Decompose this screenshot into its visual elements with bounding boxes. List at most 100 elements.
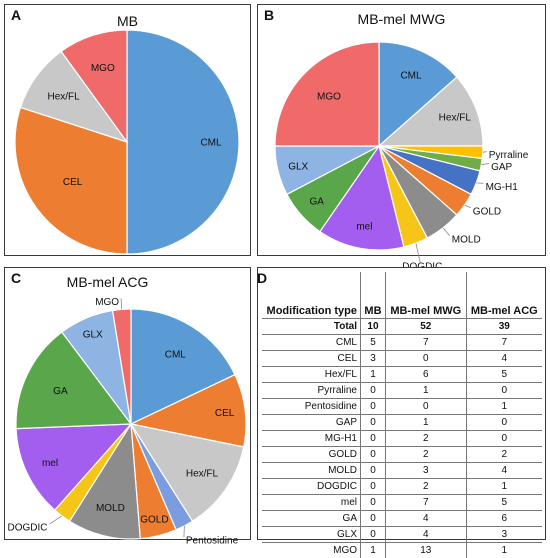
leader-line-mold: [442, 227, 451, 237]
table-cell-value: 4: [384, 509, 467, 526]
pie-label-hex-fl: Hex/FL: [186, 469, 219, 480]
panel-a: A MB CML CEL Hex/FL MGO: [4, 4, 251, 256]
table-row: Pyrraline 0 1 0: [262, 381, 542, 398]
table-cell-value: 0: [360, 445, 386, 462]
table-row: GLX 0 4 3: [262, 525, 542, 542]
table-cell-value: 7: [384, 493, 467, 510]
table-cell-value: 1: [465, 541, 542, 558]
pie-slice-mold: [68, 422, 141, 540]
pie-label-cml: CML: [200, 138, 222, 149]
table-cell-value: 0: [360, 461, 386, 478]
table-cell-value: 0: [360, 413, 386, 430]
modification-table: Modification type MB MB-mel MWG MB-mel A…: [262, 272, 542, 558]
panel-label-c: C: [11, 270, 22, 286]
table-cell-value: 39: [465, 317, 542, 334]
header-mb: MB: [360, 272, 386, 318]
leader-line-mgo: [120, 298, 123, 310]
table-cell-value: 1: [384, 381, 467, 398]
table-cell-type: MG-H1: [262, 429, 361, 446]
pie-label-hex-fl: Hex/FL: [439, 113, 472, 124]
table-cell-value: 52: [384, 317, 467, 334]
header-mb-mel-mwg: MB-mel MWG: [384, 272, 467, 318]
table-cell-value: 1: [360, 365, 386, 382]
table-row: DOGDIC 0 2 1: [262, 477, 542, 494]
pie-label-dogdic: DOGDIC: [8, 523, 48, 534]
table-cell-value: 1: [384, 413, 467, 430]
pie-label-glx: GLX: [288, 161, 308, 172]
pie-slice-cml: [378, 41, 458, 148]
table-row: MG-H1 0 2 0: [262, 429, 542, 446]
panel-label-b: B: [264, 7, 275, 23]
leader-line-dogdic: [415, 243, 421, 264]
table-cell-type: CEL: [262, 349, 361, 366]
table-cell-value: 5: [360, 333, 386, 350]
table-cell-value: 0: [360, 493, 386, 510]
pie-label-gap: GAP: [491, 162, 512, 173]
table-row: MOLD 0 3 4: [262, 461, 542, 478]
table-cell-value: 0: [465, 429, 542, 446]
table-row: GA 0 4 6: [262, 509, 542, 526]
table-cell-value: 0: [360, 381, 386, 398]
pie-label-pentosidine: Pentosidine: [186, 536, 239, 547]
header-mb-mel-acg: MB-mel ACG: [465, 272, 542, 318]
leader-line-pyrraline: [482, 151, 487, 153]
pie-slice-cml: [130, 308, 236, 425]
table-cell-value: 6: [384, 365, 467, 382]
table-cell-type: MGO: [262, 541, 361, 558]
pie-slice-hex-fl: [377, 76, 484, 147]
table-cell-value: 2: [465, 445, 542, 462]
table-cell-value: 5: [465, 365, 542, 382]
pie-chart-a: CML CEL Hex/FL MGO: [14, 29, 240, 255]
table-cell-value: 0: [360, 429, 386, 446]
pie-label-mold: MOLD: [96, 503, 125, 514]
pie-chart-b: CMLHex/FLPyrralineGAPMG-H1GOLDMOLDDOGDIC…: [274, 41, 529, 273]
pie-label-mgo: MGO: [95, 297, 119, 308]
table-row-total: Total 10 52 39: [262, 317, 542, 334]
table-cell-value: 1: [360, 541, 386, 558]
table-cell-type: GLX: [262, 525, 361, 542]
table-cell-value: 0: [360, 509, 386, 526]
panel-d: D Modification type MB MB-mel MWG MB-mel…: [257, 267, 546, 558]
table-cell-value: 1: [465, 477, 542, 494]
table-body: Total 10 52 39 CML 5 7 7 CEL 3 0 4 Hex/FL 1 6 5 Pyrralin…: [262, 317, 542, 558]
table-cell-value: 4: [384, 525, 467, 542]
pie-slice-mgo: [274, 41, 380, 147]
leader-line-gap: [481, 163, 490, 166]
table-cell-value: 0: [465, 381, 542, 398]
table-cell-value: 2: [384, 477, 467, 494]
pie-label-mel: mel: [42, 458, 58, 469]
table-cell-type: Pyrraline: [262, 381, 361, 398]
pie-label-gold: GOLD: [140, 514, 168, 525]
table-cell-value: 3: [384, 461, 467, 478]
pie-slice-ga: [15, 331, 133, 430]
table-cell-type: mel: [262, 493, 361, 510]
pie-slice-cml: [126, 29, 240, 255]
chart-title-b: MB-mel MWG: [357, 11, 446, 27]
chart-title-a: MB: [117, 13, 138, 29]
table-cell-type: DOGDIC: [262, 477, 361, 494]
panel-label-a: A: [11, 7, 22, 23]
pie-label-pyrraline: Pyrraline: [489, 150, 529, 161]
table-cell-type: GOLD: [262, 445, 361, 462]
table-cell-type: Pentosidine: [262, 397, 361, 414]
table-row: Pentosidine 0 0 1: [262, 397, 542, 414]
table-cell-type: GAP: [262, 413, 361, 430]
chart-title-c: MB-mel ACG: [66, 274, 149, 290]
pie-slice-mel: [15, 423, 133, 511]
panel-b: B MB-mel MWG CML Hex/FL Pyrraline GAP MG-H1 G…: [257, 4, 546, 273]
table-cell-value: 7: [465, 333, 542, 350]
pie-slice-mgo: [60, 29, 128, 144]
pie-label-cel: CEL: [63, 177, 83, 188]
pie-slice-mel: [319, 144, 405, 251]
pie-label-gold: GOLD: [473, 206, 501, 217]
table-cell-value: 0: [360, 477, 386, 494]
pie-label-hex-fl: Hex/FL: [47, 91, 80, 102]
table-row: Hex/FL 1 6 5: [262, 365, 542, 382]
pie-chart-c: CML CEL Hex/FL Pentosidine GOLD MOLD DOGDIC mel…: [8, 297, 247, 547]
pie-slice-hex-fl: [129, 423, 245, 523]
table-cell-value: 13: [384, 541, 467, 558]
table-cell-value: 0: [360, 525, 386, 542]
pie-label-cml: CML: [400, 70, 422, 81]
table-cell-type: GA: [262, 509, 361, 526]
header-modification-type: Modification type: [266, 304, 357, 317]
